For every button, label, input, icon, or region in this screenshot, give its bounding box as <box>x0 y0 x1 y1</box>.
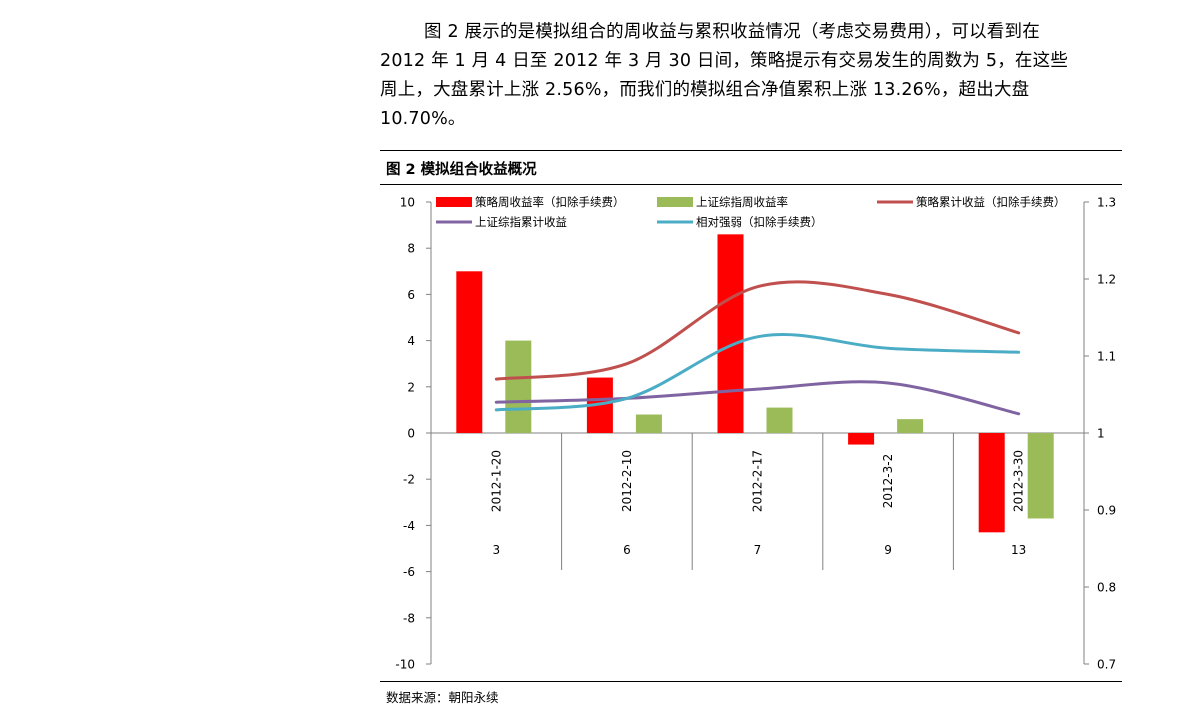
body-paragraph: 图 2 展示的是模拟组合的周收益与累积收益情况（考虑交易费用），可以看到在 20… <box>380 18 1122 134</box>
right-axis-tick-label: 1 <box>1097 427 1105 441</box>
index-cumulative-line <box>494 380 1021 416</box>
index-weekly-return-bar <box>766 407 793 433</box>
paragraph-line: 周上，大盘累计上涨 2.56%，而我们的模拟组合净值累积上涨 13.26%，超出… <box>380 80 1030 100</box>
legend-label: 上证综指周收益率 <box>696 195 788 209</box>
left-axis-tick-label: 6 <box>407 288 415 302</box>
legend-swatch-strategy-weekly <box>436 197 472 207</box>
left-axis-tick-label: -10 <box>395 658 415 672</box>
data-source-note: 数据来源：朝阳永续 <box>386 690 499 705</box>
left-axis-tick-label: 8 <box>407 242 415 256</box>
legend-label: 上证综指累计收益 <box>475 215 567 229</box>
right-axis-tick-label: 1.1 <box>1097 350 1116 364</box>
right-axis-tick-label: 0.9 <box>1097 504 1116 518</box>
right-axis-tick-label: 0.7 <box>1097 658 1116 672</box>
figure-title: 图 2 模拟组合收益概况 <box>386 162 537 178</box>
left-axis-tick-label: -4 <box>403 519 415 533</box>
figure-top-rule <box>380 150 1122 151</box>
legend-label: 策略累计收益（扣除手续费） <box>916 195 1066 209</box>
paragraph-line: 10.70%。 <box>380 109 466 129</box>
legend-layer: 策略周收益率（扣除手续费） 上证综指周收益率 策略累计收益（扣除手续费） 上证综指累计… <box>436 195 1066 229</box>
lines-layer <box>494 280 1021 416</box>
category-week-label: 9 <box>884 543 892 557</box>
index-weekly-return-bar <box>505 340 532 433</box>
category-date-label: 2012-3-30 <box>1012 450 1026 512</box>
bars-layer <box>456 234 1054 533</box>
figure-title-rule <box>380 184 1122 185</box>
category-date-label: 2012-3-2 <box>881 454 895 508</box>
legend-swatch-index-weekly <box>657 197 693 207</box>
paragraph-line: 2012 年 1 月 4 日至 2012 年 3 月 30 日间，策略提示有交易… <box>380 51 1069 71</box>
category-week-label: 7 <box>754 543 762 557</box>
left-axis-tick-label: 10 <box>400 196 415 210</box>
category-date-label: 2012-1-20 <box>489 450 503 512</box>
left-axis-tick-label: -6 <box>403 565 415 579</box>
index-weekly-return-bar <box>1027 433 1054 519</box>
strategy-cumulative-line <box>494 280 1021 381</box>
right-axis-tick-label: 1.3 <box>1097 196 1116 210</box>
left-axis-tick-label: 2 <box>407 380 415 394</box>
right-axis-tick-label: 0.8 <box>1097 581 1116 595</box>
strategy-weekly-return-bar <box>717 234 744 433</box>
left-axis-tick-label: 4 <box>407 334 415 348</box>
strategy-weekly-return-bar <box>848 433 875 445</box>
legend-label: 策略周收益率（扣除手续费） <box>475 195 625 209</box>
strategy-weekly-return-bar <box>978 433 1005 533</box>
left-axis-tick-label: 0 <box>407 427 415 441</box>
category-week-label: 6 <box>623 543 631 557</box>
category-date-label: 2012-2-17 <box>751 450 765 512</box>
strategy-weekly-return-bar <box>456 271 483 433</box>
legend-label: 相对强弱（扣除手续费） <box>696 215 823 229</box>
right-axis-tick-label: 1.2 <box>1097 273 1116 287</box>
category-date-label: 2012-2-10 <box>620 450 634 512</box>
category-week-label: 3 <box>492 543 500 557</box>
relative-strength-line <box>494 333 1021 412</box>
index-weekly-return-bar <box>897 419 924 433</box>
index-weekly-return-bar <box>635 414 662 433</box>
axes-layer: 10 8 6 4 2 0 -2 -4 -6 -8 -10 1.3 1.2 1.1 1 0.9 0.8 0.7 <box>395 196 1116 672</box>
paragraph-line: 图 2 展示的是模拟组合的周收益与累积收益情况（考虑交易费用），可以看到在 <box>424 22 1040 42</box>
left-axis-tick-label: -8 <box>403 611 415 625</box>
figure-bottom-rule <box>380 681 1122 682</box>
left-axis-tick-label: -2 <box>403 473 415 487</box>
labels-layer: 2012-1-20 3 2012-2-10 6 2012-2-17 7 2012-3-2 9 2… <box>489 450 1026 557</box>
category-week-label: 13 <box>1011 543 1026 557</box>
